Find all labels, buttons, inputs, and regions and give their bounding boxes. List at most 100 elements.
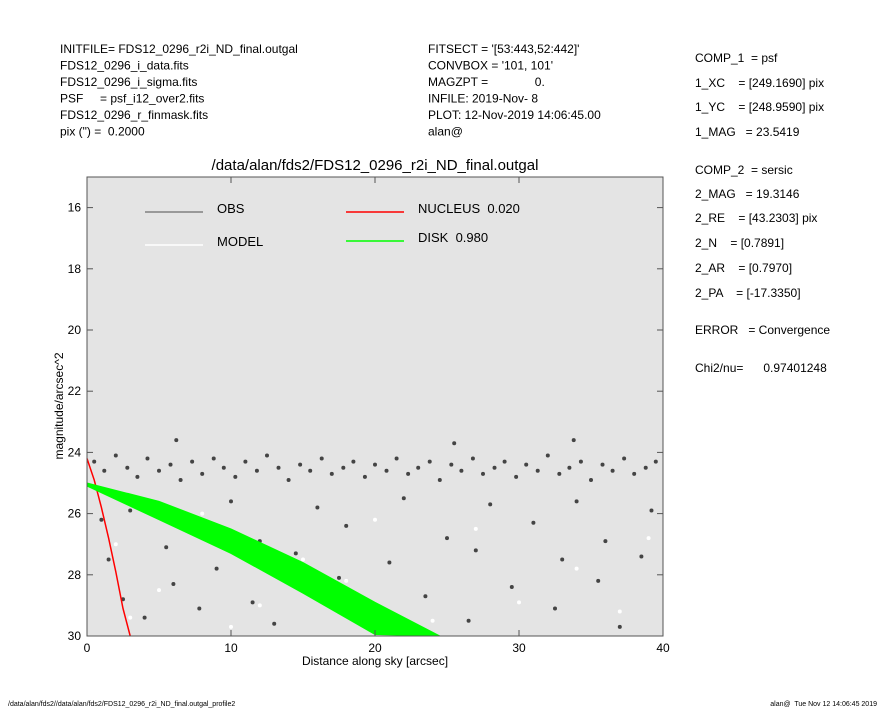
data-point bbox=[452, 441, 457, 446]
header-right-line: Chi2/nu= 0.97401248 bbox=[695, 361, 827, 375]
data-point bbox=[319, 456, 324, 461]
header-middle-line: FITSECT = '[53:443,52:442]' bbox=[428, 42, 579, 56]
data-point bbox=[250, 600, 255, 605]
x-tick-label: 0 bbox=[84, 641, 91, 655]
y-axis-label: magnitude/arcsec^2 bbox=[52, 352, 66, 459]
data-point bbox=[200, 511, 205, 516]
x-tick-label: 10 bbox=[224, 641, 238, 655]
data-point bbox=[473, 548, 478, 553]
data-point bbox=[492, 465, 497, 470]
data-point bbox=[466, 618, 471, 623]
data-point bbox=[221, 465, 226, 470]
data-point bbox=[430, 618, 435, 623]
data-point bbox=[488, 502, 493, 507]
data-point bbox=[243, 459, 248, 464]
y-tick-label: 24 bbox=[68, 445, 82, 459]
data-point bbox=[653, 459, 658, 464]
data-point bbox=[481, 471, 485, 476]
data-point bbox=[571, 438, 576, 443]
data-point bbox=[509, 585, 514, 590]
data-point bbox=[643, 465, 648, 470]
y-tick-label: 18 bbox=[68, 262, 82, 276]
header-left-line: INITFILE= FDS12_0296_r2i_ND_final.outgal bbox=[60, 42, 298, 56]
marks bbox=[86, 438, 658, 637]
data-point bbox=[113, 542, 118, 547]
data-point bbox=[168, 462, 173, 467]
data-point bbox=[502, 459, 507, 464]
data-point bbox=[145, 456, 150, 461]
data-point bbox=[308, 468, 313, 473]
x-tick-label: 40 bbox=[656, 641, 670, 655]
data-point bbox=[178, 477, 183, 482]
data-point bbox=[610, 468, 615, 473]
header-right-line: 1_YC = [248.9590] pix bbox=[695, 100, 824, 114]
data-point bbox=[632, 471, 637, 476]
header-middle-line: INFILE: 2019-Nov- 8 bbox=[428, 92, 538, 106]
y-tick-label: 22 bbox=[68, 384, 82, 398]
legend-label: NUCLEUS 0.020 bbox=[418, 201, 520, 216]
data-point bbox=[567, 465, 572, 470]
data-point bbox=[589, 477, 593, 482]
y-tick-label: 26 bbox=[68, 507, 82, 521]
data-point bbox=[341, 465, 346, 470]
legend-label: OBS bbox=[217, 201, 245, 216]
header-left-line: FDS12_0296_i_data.fits bbox=[60, 59, 189, 73]
legend-label: MODEL bbox=[217, 234, 263, 249]
data-point bbox=[337, 575, 341, 580]
data-point bbox=[406, 471, 411, 476]
data-point bbox=[214, 566, 219, 571]
data-point bbox=[384, 468, 389, 473]
data-point bbox=[329, 471, 334, 476]
data-point bbox=[157, 588, 161, 593]
data-point bbox=[128, 615, 133, 620]
data-point bbox=[164, 545, 169, 550]
data-point bbox=[574, 499, 579, 504]
data-point bbox=[344, 578, 349, 583]
data-point bbox=[524, 462, 529, 467]
data-point bbox=[113, 453, 118, 458]
header-right-line: COMP_1 = psf bbox=[695, 51, 778, 65]
data-point bbox=[416, 465, 421, 470]
data-point bbox=[197, 606, 202, 611]
x-axis-label: Distance along sky [arcsec] bbox=[302, 654, 448, 668]
header-middle-line: MAGZPT = 0. bbox=[428, 75, 545, 89]
header-middle-line: PLOT: 12-Nov-2019 14:06:45.00 bbox=[428, 108, 601, 122]
header-left-line: PSF = psf_i12_over2.fits bbox=[60, 92, 204, 106]
y-tick-label: 30 bbox=[68, 629, 82, 643]
data-point bbox=[135, 474, 140, 479]
data-point bbox=[276, 465, 281, 470]
data-point bbox=[229, 499, 233, 504]
data-point bbox=[553, 606, 557, 611]
plot-area bbox=[87, 177, 663, 636]
data-point bbox=[200, 471, 205, 476]
data-point bbox=[298, 462, 303, 467]
data-point bbox=[373, 462, 377, 467]
data-point bbox=[272, 621, 277, 626]
data-point bbox=[517, 600, 521, 605]
data-point bbox=[125, 465, 130, 470]
model-band bbox=[86, 482, 441, 637]
data-point bbox=[445, 536, 449, 541]
data-point bbox=[578, 459, 583, 464]
data-point bbox=[128, 508, 133, 513]
data-point bbox=[459, 468, 464, 473]
data-point bbox=[557, 471, 562, 476]
data-point bbox=[99, 517, 104, 522]
header-right-line: 1_MAG = 23.5419 bbox=[695, 125, 800, 139]
data-point bbox=[92, 459, 97, 464]
data-point bbox=[617, 624, 622, 629]
data-point bbox=[545, 453, 550, 458]
data-point bbox=[344, 523, 349, 528]
data-point bbox=[265, 453, 269, 458]
x-tick-label: 20 bbox=[368, 641, 382, 655]
data-point bbox=[286, 477, 291, 482]
header-right-line: 1_XC = [249.1690] pix bbox=[695, 76, 824, 90]
header-right-line: 2_PA = [-17.3350] bbox=[695, 286, 801, 300]
data-point bbox=[646, 536, 651, 541]
model-line bbox=[86, 458, 131, 637]
data-point bbox=[600, 462, 605, 467]
data-point bbox=[157, 468, 161, 473]
data-point bbox=[427, 459, 432, 464]
y-tick-label: 28 bbox=[68, 568, 82, 582]
